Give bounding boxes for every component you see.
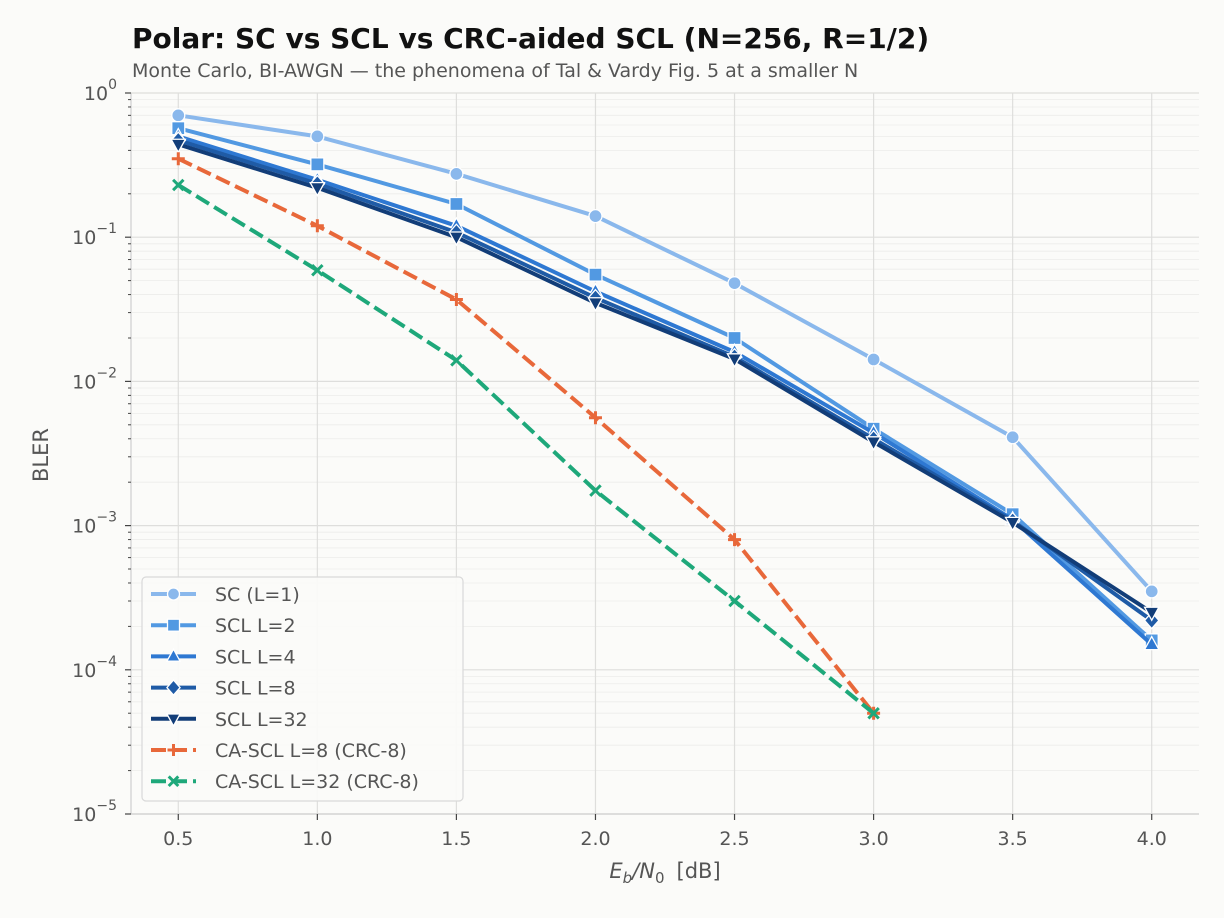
y-tick-label: 10−5 <box>72 798 117 826</box>
y-axis-label: BLER <box>29 428 53 482</box>
y-tick-label: 10−4 <box>72 654 117 682</box>
legend-marker <box>166 679 181 697</box>
data-point <box>1005 430 1020 445</box>
data-point <box>1144 584 1159 599</box>
y-tick-label: 100 <box>84 77 117 105</box>
data-point <box>311 263 324 277</box>
legend-label: SC (L=1) <box>215 584 300 606</box>
data-point <box>727 276 742 291</box>
legend-label: SCL L=8 <box>215 678 296 700</box>
data-point <box>867 706 880 720</box>
chart-subtitle: Monte Carlo, BI-AWGN — the phenomena of … <box>132 60 858 82</box>
legend-item: CA-SCL L=8 (CRC-8) <box>151 740 407 762</box>
x-tick-label: 3.0 <box>858 828 888 850</box>
data-point <box>171 108 186 123</box>
x-tick-label: 4.0 <box>1137 828 1167 850</box>
series-ca-scl-l-32-crc-8 <box>172 178 880 720</box>
legend-item: SCL L=2 <box>151 615 296 637</box>
series-line <box>177 156 876 715</box>
data-point <box>310 219 324 233</box>
data-point <box>728 594 741 608</box>
x-tick-label: 2.5 <box>719 828 749 850</box>
x-axis-label: Eb/N0 [dB] <box>609 859 720 887</box>
y-tick-label: 10−2 <box>72 365 117 393</box>
data-point <box>588 267 603 282</box>
legend-marker <box>165 647 182 662</box>
series-line <box>177 138 1153 623</box>
series-line <box>177 183 875 715</box>
legend-marker <box>167 744 180 756</box>
legend-marker <box>167 775 180 788</box>
data-point <box>450 354 463 367</box>
legend-label: SCL L=32 <box>215 709 308 731</box>
data-point <box>728 533 742 547</box>
data-point <box>866 352 881 367</box>
data-point <box>726 353 743 369</box>
legend-item: CA-SCL L=32 (CRC-8) <box>151 771 419 793</box>
data-point <box>449 292 463 306</box>
legend: SC (L=1) SCL L=2 SCL L=4 SCL L=8 SCL L=32 CA-… <box>141 576 464 802</box>
series-group <box>170 108 1160 720</box>
chart-title: Polar: SC vs SCL vs CRC-aided SCL (N=256… <box>132 22 929 55</box>
data-point <box>727 330 742 346</box>
series-line <box>177 134 1154 646</box>
x-tick-label: 0.5 <box>163 828 193 850</box>
series-scl-l-32 <box>170 138 1160 622</box>
data-point <box>448 231 465 247</box>
legend-marker <box>166 618 181 632</box>
legend-frame <box>141 576 464 802</box>
data-point <box>588 411 602 425</box>
legend-label: SCL L=4 <box>215 646 296 668</box>
series-scl-l-8 <box>170 131 1160 630</box>
legend-marker <box>166 587 181 601</box>
data-point <box>310 157 325 172</box>
data-point <box>589 484 602 497</box>
series-ca-scl-l-8-crc-8 <box>171 152 881 720</box>
data-point <box>588 208 603 224</box>
data-point <box>449 196 464 212</box>
data-point <box>1004 516 1021 532</box>
data-point <box>1143 635 1160 651</box>
series-sc-l-1 <box>171 108 1159 599</box>
legend-label: CA-SCL L=8 (CRC-8) <box>215 740 407 762</box>
x-tick-label: 2.0 <box>580 828 610 850</box>
x-tick-label: 1.0 <box>302 828 332 850</box>
legend-item: SCL L=32 <box>151 709 308 731</box>
axes <box>130 93 1199 815</box>
data-point <box>170 138 187 154</box>
legend-item: SCL L=4 <box>151 646 296 668</box>
legend-label: CA-SCL L=32 (CRC-8) <box>215 771 419 793</box>
data-point <box>310 129 325 144</box>
series-scl-l-4 <box>170 127 1160 651</box>
y-tick-label: 10−1 <box>72 221 117 249</box>
data-point <box>1143 606 1160 622</box>
data-point <box>865 436 882 452</box>
series-line <box>177 142 1153 615</box>
legend-item: SCL L=8 <box>151 678 296 700</box>
data-point <box>171 152 185 166</box>
legend-item: SC (L=1) <box>151 584 300 606</box>
legend-label: SCL L=2 <box>215 615 296 637</box>
data-point <box>587 297 604 313</box>
x-tick-label: 1.5 <box>441 828 471 850</box>
legend-marker <box>165 713 182 728</box>
y-tick-label: 10−3 <box>72 510 117 538</box>
series-scl-l-2 <box>171 121 1159 648</box>
data-point <box>172 178 185 192</box>
x-ticks: 0.5 1.0 1.5 2.0 2.5 3.0 3.5 4.0 <box>163 814 1167 850</box>
series-line <box>177 126 1154 642</box>
series-line <box>177 113 1154 593</box>
data-point <box>449 166 464 181</box>
y-ticks: 100 10−1 10−2 10−3 10−4 10−5 <box>72 77 131 826</box>
x-tick-label: 3.5 <box>998 828 1028 850</box>
data-point <box>309 181 326 197</box>
